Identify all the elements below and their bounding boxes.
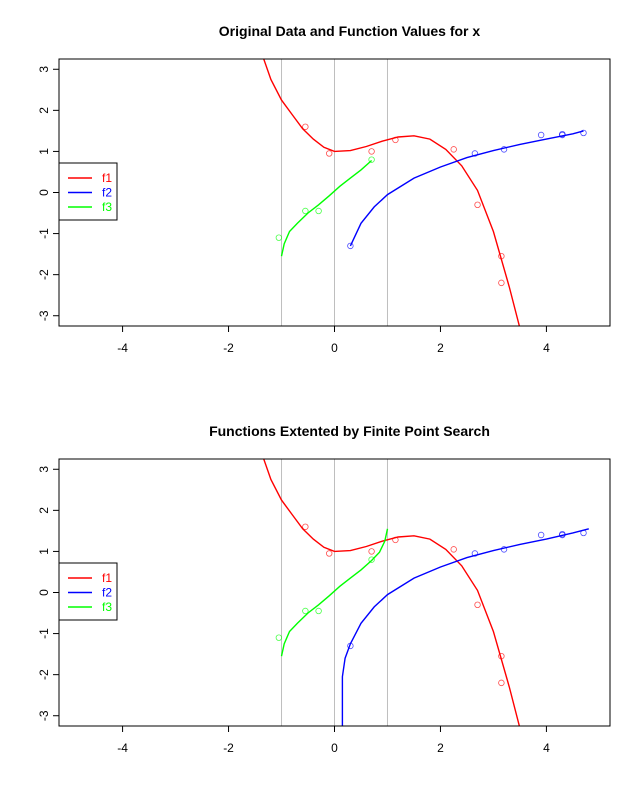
chart-title: Original Data and Function Values for x (219, 23, 481, 39)
legend-label-f1: f1 (102, 171, 112, 185)
data-point-f2 (471, 550, 479, 557)
y-tick-label: 1 (37, 148, 51, 155)
data-point-f1 (326, 550, 333, 557)
data-point-f1 (326, 150, 333, 157)
legend-label-f3: f3 (102, 200, 112, 214)
x-tick-label: 0 (331, 741, 338, 755)
y-tick-label: 0 (37, 589, 51, 596)
legend-label-f2: f2 (102, 186, 112, 200)
y-tick-label: -3 (37, 710, 51, 721)
data-point-f1 (368, 548, 375, 555)
data-point-f3 (275, 634, 283, 641)
data-point-f2 (471, 150, 479, 157)
data-point-f2 (559, 530, 566, 538)
legend-box (58, 162, 118, 221)
legend-label-f2: f2 (102, 586, 112, 600)
legend-label-f3: f3 (102, 600, 112, 614)
y-tick-label: 2 (37, 507, 51, 514)
data-point-f2 (580, 129, 587, 137)
data-point-f2 (537, 531, 545, 539)
data-point-f2 (347, 642, 354, 650)
data-point-f1 (474, 201, 481, 209)
data-point-f1 (368, 148, 375, 155)
y-tick-label: -1 (37, 228, 51, 239)
data-point-f2 (500, 546, 508, 553)
data-point-f3 (315, 607, 322, 615)
data-point-f2 (580, 529, 587, 537)
y-tick-label: -2 (37, 269, 51, 280)
data-point-f2 (347, 242, 354, 250)
series-line-f1 (262, 59, 521, 326)
data-point-f1 (392, 536, 399, 544)
x-tick-label: 4 (543, 341, 550, 355)
series-line-f3 (280, 159, 373, 257)
data-point-f3 (275, 234, 283, 241)
data-point-f1 (302, 523, 309, 530)
series-line-f1 (262, 459, 521, 726)
x-tick-label: 4 (543, 741, 550, 755)
chart-panel-2: Functions Extented by Finite Point Searc… (37, 423, 611, 755)
chart-title: Functions Extented by Finite Point Searc… (209, 423, 490, 439)
data-point-f3 (368, 556, 375, 563)
data-point-f3 (315, 207, 322, 215)
data-point-f3 (302, 207, 309, 215)
x-tick-label: -4 (117, 741, 128, 755)
x-tick-label: 0 (331, 341, 338, 355)
x-tick-label: 2 (437, 741, 444, 755)
data-point-f1 (498, 679, 505, 687)
series-line-f2 (349, 130, 584, 247)
data-point-f2 (559, 130, 566, 138)
x-tick-label: 2 (437, 341, 444, 355)
data-point-f1 (302, 123, 309, 130)
data-point-f2 (500, 146, 508, 153)
data-point-f2 (537, 131, 545, 139)
y-tick-label: 0 (37, 189, 51, 196)
x-tick-label: -2 (223, 341, 234, 355)
data-point-f1 (498, 652, 505, 660)
data-point-f3 (302, 607, 309, 615)
data-point-f1 (450, 146, 457, 153)
series-line-f3 (280, 528, 389, 657)
legend-box (58, 562, 118, 621)
chart-panel-1: Original Data and Function Values for x -… (37, 23, 611, 355)
y-tick-label: 3 (37, 66, 51, 73)
plot-area (262, 59, 587, 326)
data-point-f1 (450, 546, 457, 553)
data-point-f1 (498, 279, 505, 287)
data-point-f1 (474, 601, 481, 609)
plot-area (262, 459, 589, 726)
data-point-f1 (498, 252, 505, 260)
y-tick-label: -1 (37, 628, 51, 639)
series-line-f2 (341, 528, 589, 726)
x-tick-label: -4 (117, 341, 128, 355)
data-point-f3 (368, 156, 375, 163)
legend-label-f1: f1 (102, 571, 112, 585)
data-point-f1 (392, 136, 399, 144)
y-tick-label: 3 (37, 466, 51, 473)
y-tick-label: -3 (37, 310, 51, 321)
y-tick-label: 2 (37, 107, 51, 114)
x-tick-label: -2 (223, 741, 234, 755)
y-tick-label: -2 (37, 669, 51, 680)
y-tick-label: 1 (37, 548, 51, 555)
